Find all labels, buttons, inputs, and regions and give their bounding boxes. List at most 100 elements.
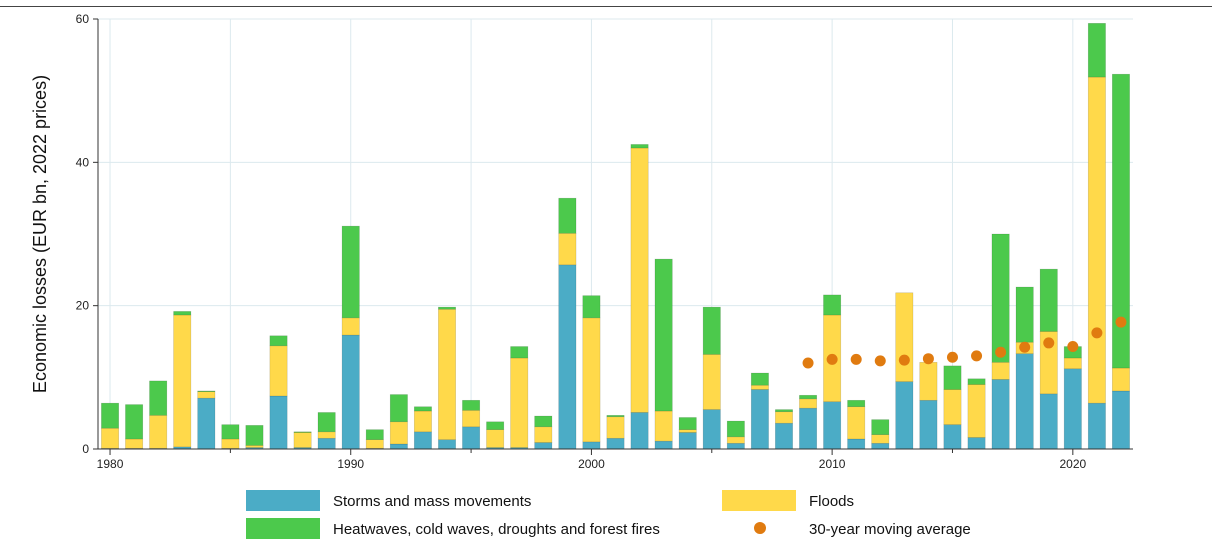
bar-heat-2021	[1087, 22, 1106, 78]
bar-heat-2017	[991, 233, 1010, 363]
bar-heat-2007	[750, 372, 769, 386]
bar-storms-1999	[558, 264, 577, 450]
bar-heat-1985	[221, 424, 240, 440]
bar-floods-2002	[630, 147, 649, 413]
bar-heat-1986	[245, 425, 264, 446]
bar-storms-1998	[534, 442, 553, 450]
avg-point-2018	[1019, 341, 1031, 353]
bar-heat-1989	[317, 412, 336, 433]
bar-storms-2021	[1087, 402, 1106, 450]
bar-storms-2012	[871, 442, 890, 450]
bar-heat-1996	[486, 421, 505, 430]
legend: Storms and mass movements Floods Heatwav…	[246, 490, 971, 539]
bar-floods-1997	[510, 357, 529, 448]
bar-floods-2014	[919, 361, 938, 401]
legend-label-floods: Floods	[809, 493, 854, 510]
bar-heat-1995	[462, 399, 481, 411]
x-tick-label: 2000	[578, 457, 605, 471]
legend-swatch-floods	[722, 490, 796, 511]
bar-floods-2008	[775, 411, 793, 424]
bar-floods-1994	[438, 308, 456, 440]
avg-point-2010	[826, 353, 838, 365]
bar-storms-2009	[799, 407, 818, 450]
bar-floods-2007	[750, 384, 769, 390]
bar-heat-2016	[967, 378, 986, 385]
avg-point-2011	[850, 353, 862, 365]
avg-point-2022	[1115, 316, 1127, 328]
bar-storms-2010	[823, 401, 842, 450]
bar-heat-1997	[510, 346, 529, 359]
y-axis-title: Economic losses (EUR bn, 2022 prices)	[30, 75, 50, 393]
bar-storms-2002	[630, 412, 649, 450]
bar-floods-1984	[197, 391, 216, 399]
bar-floods-1991	[365, 439, 384, 449]
y-tick-label: 40	[76, 155, 90, 169]
bar-floods-2013	[895, 292, 914, 382]
legend-label-heat: Heatwaves, cold waves, droughts and fore…	[333, 521, 660, 538]
avg-point-2016	[971, 350, 983, 362]
bar-floods-1986	[245, 445, 264, 448]
bar-storms-2014	[919, 399, 938, 450]
bar-floods-1992	[389, 421, 408, 445]
bar-floods-1989	[317, 431, 336, 439]
bar-heat-1983	[173, 311, 192, 316]
bar-floods-2020	[1063, 357, 1082, 370]
bar-storms-2001	[606, 437, 625, 450]
bar-heat-1990	[341, 225, 360, 319]
bar-heat-2000	[582, 295, 601, 319]
bar-floods-2021	[1087, 76, 1106, 404]
bar-storms-2022	[1112, 390, 1130, 450]
bar-storms-2017	[991, 379, 1010, 450]
bar-floods-1980	[101, 427, 119, 449]
bar-heat-2009	[799, 394, 818, 400]
bar-floods-2006	[726, 436, 745, 444]
bar-storms-2013	[895, 381, 914, 450]
legend-label-average: 30-year moving average	[809, 521, 971, 538]
bar-floods-2011	[847, 406, 866, 440]
bar-floods-2009	[799, 398, 818, 409]
bar-heat-2003	[654, 258, 673, 412]
bar-storms-1992	[389, 443, 408, 450]
bar-storms-1994	[438, 439, 456, 450]
bar-storms-2016	[967, 437, 986, 450]
bar-floods-1982	[149, 415, 168, 449]
bar-storms-2020	[1063, 368, 1082, 450]
bar-storms-2011	[847, 438, 866, 450]
legend-label-storms: Storms and mass movements	[333, 493, 531, 510]
x-tick-label: 2020	[1059, 457, 1086, 471]
bar-heat-1992	[389, 394, 408, 423]
bar-storms-1989	[317, 437, 336, 450]
bar-heat-2022	[1112, 73, 1130, 369]
bar-heat-1987	[269, 335, 288, 347]
bar-storms-2003	[654, 440, 673, 450]
bar-heat-2012	[871, 419, 890, 435]
bar-floods-1996	[486, 429, 505, 448]
bar-heat-2006	[726, 420, 745, 438]
bar-floods-2001	[606, 416, 625, 439]
bar-heat-1999	[558, 197, 577, 234]
bar-floods-2012	[871, 434, 890, 444]
bar-heat-1994	[438, 306, 456, 310]
bar-heat-2001	[606, 415, 625, 418]
bar-storms-2019	[1039, 393, 1058, 450]
bar-floods-1998	[534, 426, 553, 443]
bar-heat-2019	[1039, 268, 1058, 332]
avg-point-2009	[802, 357, 814, 369]
moving-average-points	[802, 316, 1127, 369]
bar-storms-1984	[197, 397, 216, 450]
bar-floods-1985	[221, 438, 240, 449]
bar-floods-2004	[678, 429, 697, 433]
x-tick-label: 2010	[819, 457, 846, 471]
bar-heat-1980	[101, 402, 119, 429]
avg-point-2020	[1067, 341, 1079, 353]
bar-storms-2006	[726, 442, 745, 450]
bar-floods-1990	[341, 317, 360, 336]
bar-heat-2005	[702, 306, 721, 355]
avg-point-2019	[1043, 337, 1055, 349]
avg-point-2012	[874, 355, 886, 367]
bar-floods-2000	[582, 317, 601, 443]
bar-heat-2010	[823, 294, 842, 316]
bar-heat-2011	[847, 399, 866, 408]
bar-heat-2015	[943, 365, 962, 390]
bar-floods-2003	[654, 410, 673, 442]
